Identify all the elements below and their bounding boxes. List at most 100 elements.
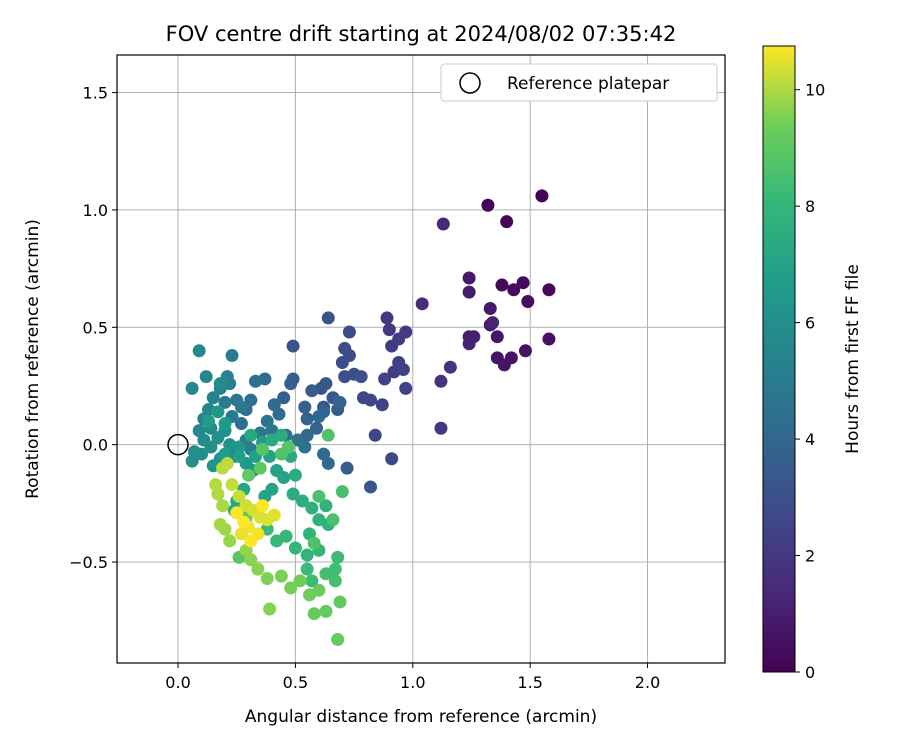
data-point xyxy=(232,489,246,503)
data-point xyxy=(244,534,258,548)
y-tick-label: −0.5 xyxy=(69,553,108,572)
data-point xyxy=(392,332,406,346)
data-point xyxy=(213,517,227,531)
data-point xyxy=(302,588,316,602)
data-point xyxy=(270,534,284,548)
data-point xyxy=(305,384,319,398)
data-point xyxy=(274,569,288,583)
data-point xyxy=(319,499,333,513)
legend-label: Reference platepar xyxy=(507,74,669,94)
data-point xyxy=(331,550,345,564)
data-point xyxy=(274,428,288,442)
data-point xyxy=(462,285,476,299)
data-point xyxy=(310,421,324,435)
data-point xyxy=(481,198,495,212)
data-point xyxy=(284,377,298,391)
data-point xyxy=(434,374,448,388)
x-tick-label: 0.5 xyxy=(283,673,308,692)
data-point xyxy=(211,405,225,419)
data-point xyxy=(333,595,347,609)
data-point xyxy=(286,339,300,353)
data-point xyxy=(256,499,270,513)
data-point xyxy=(202,414,216,428)
data-point xyxy=(288,468,302,482)
data-point xyxy=(284,581,298,595)
data-point xyxy=(251,562,265,576)
data-point xyxy=(342,325,356,339)
data-point xyxy=(382,323,396,337)
x-tick-label: 1.0 xyxy=(400,673,425,692)
data-point xyxy=(204,440,218,454)
x-tick-label: 1.5 xyxy=(517,673,542,692)
data-point xyxy=(326,513,340,527)
data-point xyxy=(399,381,413,395)
data-point xyxy=(225,348,239,362)
data-point xyxy=(335,485,349,499)
legend: Reference platepar xyxy=(440,63,718,102)
plot-frame xyxy=(116,54,726,664)
data-point xyxy=(378,372,392,386)
data-point xyxy=(396,363,410,377)
data-point xyxy=(225,478,239,492)
data-point xyxy=(333,395,347,409)
data-point xyxy=(237,515,251,529)
data-point xyxy=(277,391,291,405)
data-point xyxy=(462,337,476,351)
data-point xyxy=(260,571,274,585)
data-point xyxy=(380,311,394,325)
data-point xyxy=(286,487,300,501)
y-tick-label: 0.0 xyxy=(83,436,108,455)
data-point xyxy=(185,454,199,468)
data-point xyxy=(220,456,234,470)
y-tick-label: 1.5 xyxy=(83,84,108,103)
data-point xyxy=(232,449,246,463)
data-point xyxy=(218,395,232,409)
data-point xyxy=(295,494,309,508)
data-point xyxy=(267,508,281,522)
data-point xyxy=(335,356,349,370)
data-point xyxy=(307,536,321,550)
data-point xyxy=(230,506,244,520)
colorbar-tick-label: 4 xyxy=(805,430,815,449)
data-point xyxy=(263,602,277,616)
data-point xyxy=(213,377,227,391)
chart-title: FOV centre drift starting at 2024/08/02 … xyxy=(166,22,677,46)
x-tick-label: 2.0 xyxy=(635,673,660,692)
data-point xyxy=(521,294,535,308)
data-point xyxy=(234,400,248,414)
data-point xyxy=(305,501,319,515)
data-point xyxy=(535,189,549,203)
data-point xyxy=(206,391,220,405)
data-point xyxy=(288,541,302,555)
data-point xyxy=(486,316,500,330)
data-point xyxy=(249,374,263,388)
data-point xyxy=(436,217,450,231)
data-point xyxy=(321,456,335,470)
data-point xyxy=(495,278,509,292)
data-point xyxy=(354,370,368,384)
data-point xyxy=(199,370,213,384)
colorbar-tick-label: 2 xyxy=(805,547,815,566)
data-point xyxy=(298,400,312,414)
data-point xyxy=(483,302,497,316)
data-point xyxy=(253,461,267,475)
data-point xyxy=(312,410,326,424)
data-point xyxy=(185,381,199,395)
data-point xyxy=(272,407,286,421)
data-point xyxy=(281,440,295,454)
data-point xyxy=(462,271,476,285)
data-point xyxy=(518,344,532,358)
data-point xyxy=(195,447,209,461)
x-axis-ticks: 0.0 0.5 1.0 1.5 2.0 xyxy=(165,663,660,692)
colorbar-gradient xyxy=(762,45,796,673)
data-point xyxy=(307,607,321,621)
data-point xyxy=(490,330,504,344)
data-point xyxy=(209,478,223,492)
data-point xyxy=(319,377,333,391)
colorbar-tick-label: 8 xyxy=(805,197,815,216)
data-point xyxy=(385,452,399,466)
data-point xyxy=(293,574,307,588)
data-point xyxy=(300,562,314,576)
x-axis-title: Angular distance from reference (arcmin) xyxy=(245,707,597,727)
